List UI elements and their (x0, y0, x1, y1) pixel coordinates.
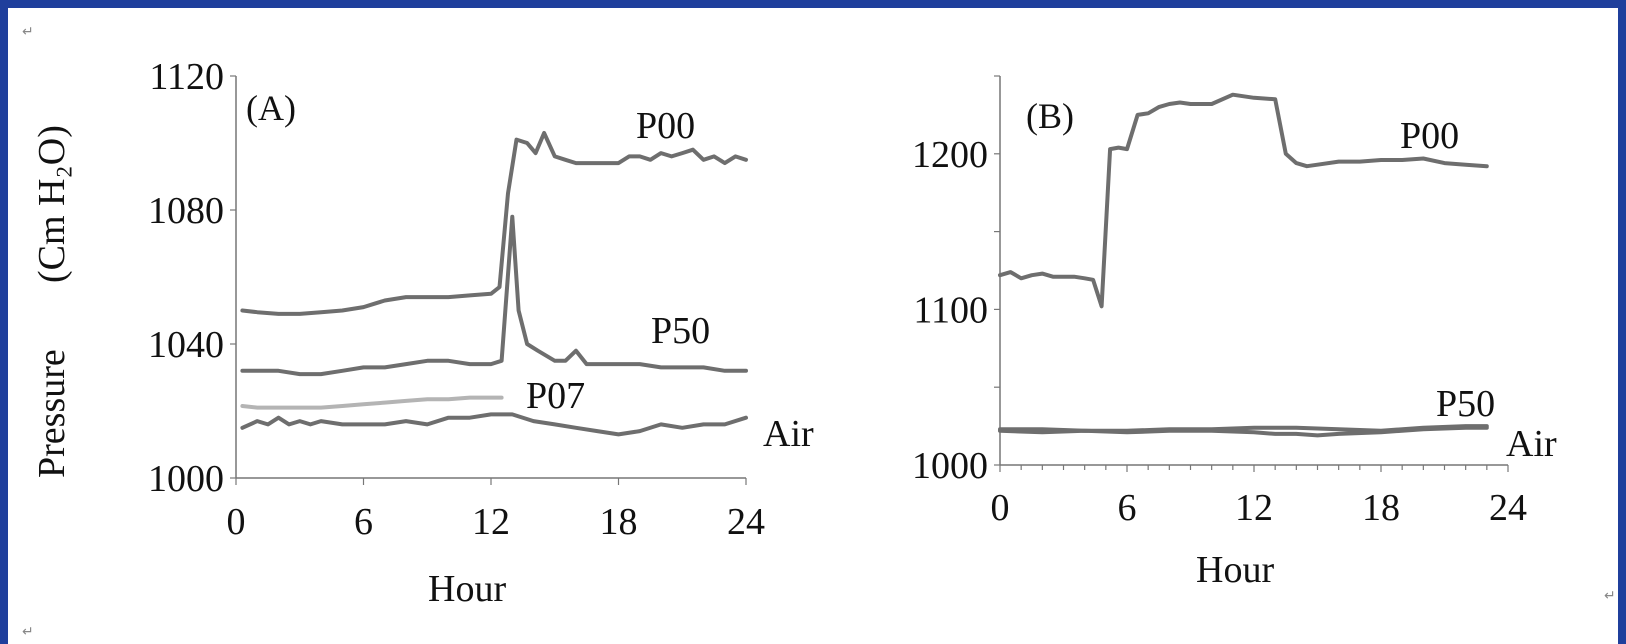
panel-b-y-tick-label: 1100 (913, 289, 988, 331)
panel-a-x-tick-label: 6 (354, 501, 373, 543)
chart-panel-a: 0 6 12 18 24 1000 1040 1080 1120 (A) Hour Pressu… (31, 56, 814, 610)
panel-b-label: (B) (1026, 96, 1074, 136)
return-mark: ↵ (22, 24, 34, 40)
panel-b-x-tick-label: 0 (991, 487, 1010, 529)
panel-b-x-tick-label: 6 (1118, 487, 1137, 529)
panel-b-series (998, 92, 1489, 438)
panel-b-x-tick-label: 18 (1362, 487, 1400, 529)
panel-a-x-tick-label: 12 (472, 501, 510, 543)
figure-canvas: ↵ ↵ ↵ 0 6 12 18 24 1000 1040 1080 1120 (A) Hour … (8, 8, 1618, 644)
panel-a-y-axis-unit: (Cm H₂O) (31, 125, 73, 283)
panel-a-label: (A) (246, 88, 296, 128)
panel-b-series-line-air (998, 425, 1489, 438)
panel-b-x-axis-title: Hour (1196, 549, 1274, 591)
panel-a-y-tick-label: 1040 (148, 324, 224, 366)
panel-b-series-label-p50: P50 (1436, 383, 1495, 425)
panel-a-series-line-p07 (240, 395, 504, 410)
panel-a-y-axis-title-group: Pressure (Cm H₂O) (31, 125, 73, 478)
panel-b-x-tick-label: 12 (1235, 487, 1273, 529)
return-mark: ↵ (1604, 588, 1616, 604)
panel-a-y-axis-title: Pressure (31, 349, 73, 478)
panel-a-y-tick-label: 1000 (148, 458, 224, 500)
panel-a-series-label-air: Air (763, 413, 814, 455)
panel-a-axes: 0 6 12 18 24 1000 1040 1080 1120 (148, 56, 765, 543)
panel-b-series-line-p00 (998, 92, 1489, 309)
chart-panel-b: 0 6 12 18 24 1000 1100 1200 (B) Hour P00 P50 Ai… (912, 75, 1557, 591)
panel-a-series-label-p07: P07 (526, 375, 585, 417)
panel-a-y-tick-label: 1080 (148, 190, 224, 232)
panel-b-y-tick-label: 1200 (912, 134, 988, 176)
panel-a-series-line-p00 (240, 131, 748, 316)
panel-a-series-label-p50: P50 (651, 310, 710, 352)
panel-b-series-label-p00: P00 (1400, 115, 1459, 157)
panel-a-x-tick-label: 24 (727, 501, 765, 543)
panel-a-series (240, 131, 748, 437)
panel-b-y-tick-label: 1000 (912, 445, 988, 487)
panel-b-axes: 0 6 12 18 24 1000 1100 1200 (912, 75, 1527, 529)
panel-a-x-tick-label: 18 (600, 501, 638, 543)
panel-a-series-line-p50 (240, 214, 748, 377)
panel-a-series-label-p00: P00 (636, 105, 695, 147)
panel-a-x-tick-label: 0 (227, 501, 246, 543)
panel-b-series-label-air: Air (1506, 423, 1557, 465)
panel-a-series-line-air (240, 412, 748, 437)
panel-a-y-tick-label: 1120 (149, 56, 224, 98)
figure-svg: ↵ ↵ ↵ 0 6 12 18 24 1000 1040 1080 1120 (A) Hour … (22, 24, 1616, 640)
return-mark: ↵ (22, 624, 34, 640)
panel-b-x-tick-label: 24 (1489, 487, 1527, 529)
panel-a-x-axis-title: Hour (428, 568, 506, 610)
